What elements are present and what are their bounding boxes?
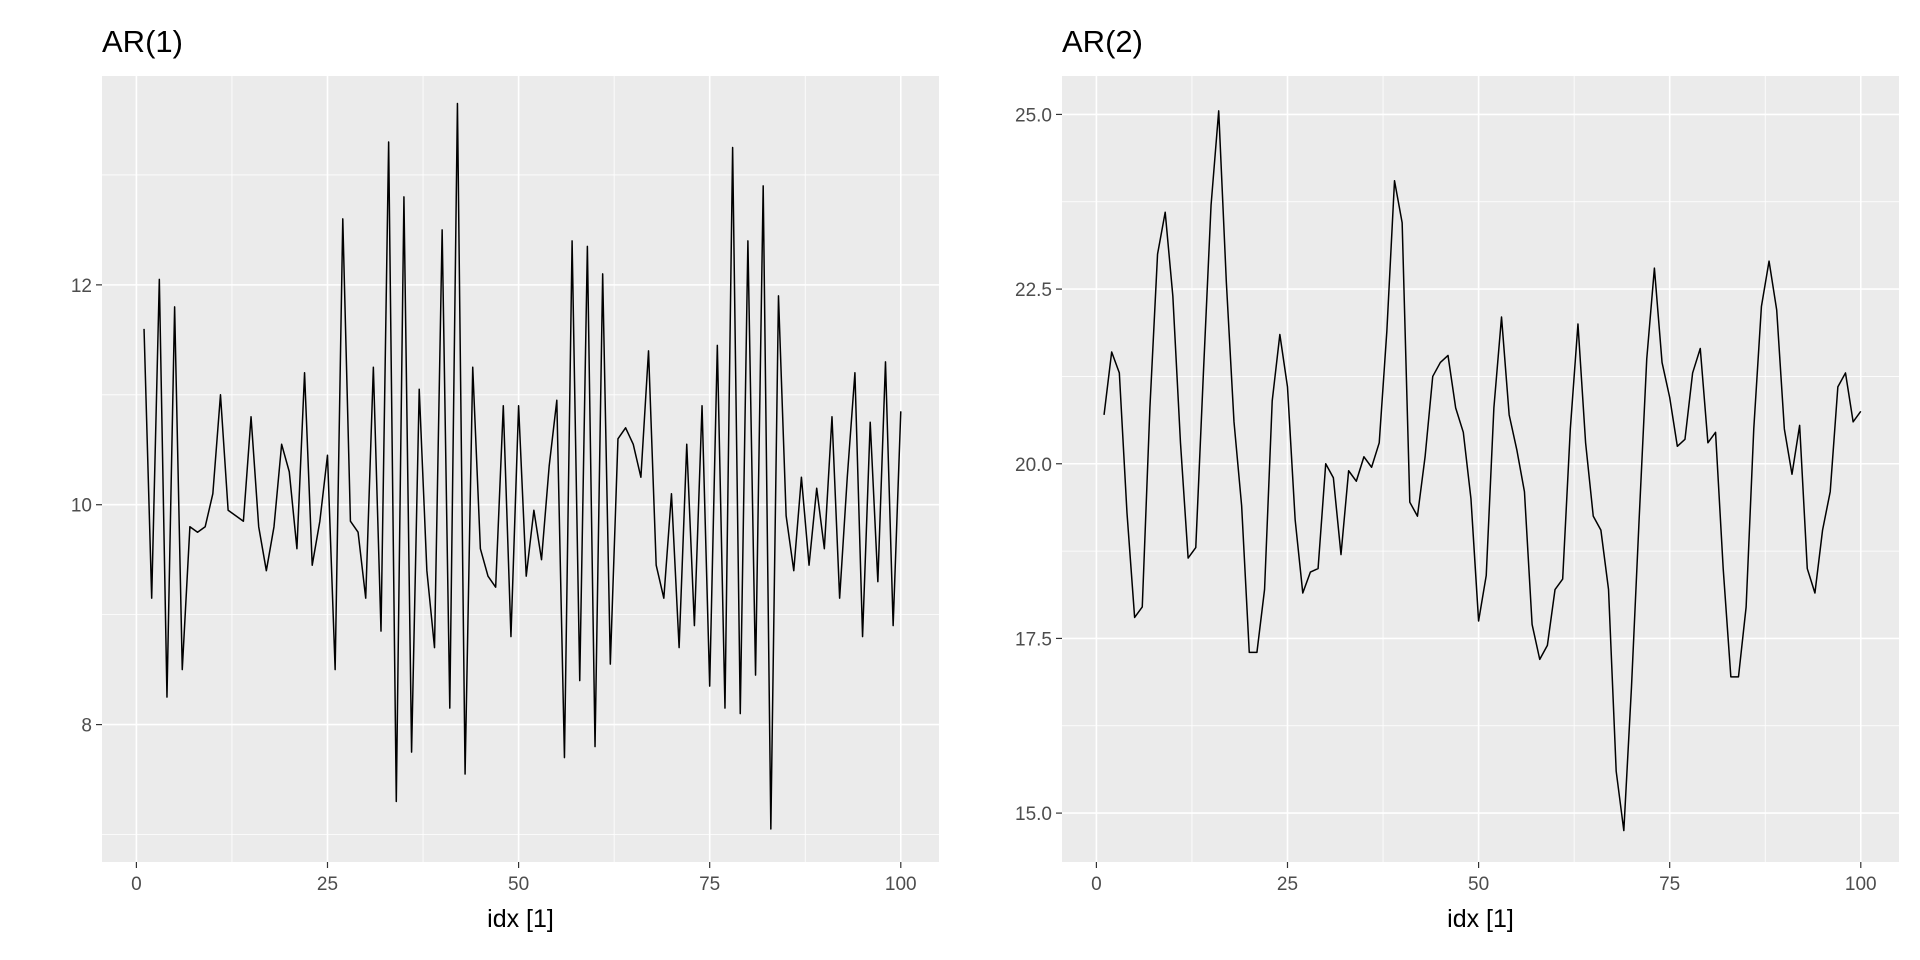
y-tick-label: 10 [71,496,92,517]
x-tick-label: 75 [1659,874,1680,895]
x-tick-label: 75 [699,874,720,895]
plot-ar2: 0 25 50 75 100 15.0 17.5 20.0 22.5 25.0 idx [1] [1015,76,1899,933]
plot-background [1062,76,1899,862]
plot-ar1: 0 25 50 75 100 8 10 12 idx [1] [71,76,939,933]
series-line [143,102,902,830]
y-tick-label: 17.5 [1015,629,1052,650]
x-tick-label: 100 [885,874,917,895]
x-tick-label: 100 [1845,874,1877,895]
y-tick-label: 8 [81,716,92,737]
chart-panel-ar1: AR(1) 0 25 50 75 100 8 10 12 idx [1] [71,24,939,933]
y-tick-label: 22.5 [1015,280,1052,301]
x-tick-label: 25 [1277,874,1298,895]
chart-panel-ar2: AR(2) 0 25 50 75 100 15.0 17.5 20.0 22.5 25.0 idx … [960,0,1920,960]
chart-title: AR(2) [1062,24,1143,59]
x-tick-label: 0 [131,874,142,895]
y-tick-label: 15.0 [1015,804,1052,825]
x-tick-label: 50 [508,874,529,895]
x-tick-label: 50 [1468,874,1489,895]
y-tick-label: 25.0 [1015,105,1052,126]
x-axis-title: idx [1] [1447,905,1514,933]
plot-background [102,76,939,862]
x-tick-label: 25 [317,874,338,895]
chart-title: AR(1) [102,24,183,59]
x-axis-title: idx [1] [487,905,554,933]
series-line [1103,110,1862,832]
y-tick-label: 12 [71,276,92,297]
y-tick-label: 20.0 [1015,455,1052,476]
x-tick-label: 0 [1091,874,1102,895]
